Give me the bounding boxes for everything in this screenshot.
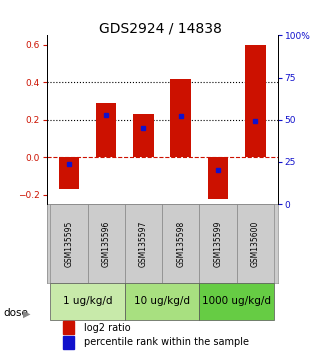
Text: log2 ratio: log2 ratio xyxy=(83,323,130,333)
Text: GSM135596: GSM135596 xyxy=(102,221,111,267)
Bar xyxy=(96,103,117,157)
Text: 1000 ug/kg/d: 1000 ug/kg/d xyxy=(202,296,271,306)
Text: 10 ug/kg/d: 10 ug/kg/d xyxy=(134,296,190,306)
Bar xyxy=(125,204,162,283)
Text: percentile rank within the sample: percentile rank within the sample xyxy=(83,337,248,347)
Text: ▶: ▶ xyxy=(23,308,30,318)
Bar xyxy=(50,283,125,320)
Bar xyxy=(237,204,274,283)
Text: GSM135595: GSM135595 xyxy=(65,221,74,267)
Text: GSM135600: GSM135600 xyxy=(251,221,260,267)
Bar xyxy=(59,157,79,189)
Text: GSM135597: GSM135597 xyxy=(139,221,148,267)
Bar xyxy=(125,283,199,320)
Bar xyxy=(199,204,237,283)
Text: GSM135598: GSM135598 xyxy=(176,221,185,267)
Bar xyxy=(63,321,74,335)
Text: GDS2924 / 14838: GDS2924 / 14838 xyxy=(99,21,222,35)
Bar xyxy=(170,79,191,157)
Bar xyxy=(199,283,274,320)
Text: 1 ug/kg/d: 1 ug/kg/d xyxy=(63,296,112,306)
Bar xyxy=(50,204,88,283)
Bar xyxy=(208,157,228,199)
Bar xyxy=(162,204,199,283)
Bar xyxy=(133,114,154,157)
Text: GSM135599: GSM135599 xyxy=(213,221,222,267)
Text: dose: dose xyxy=(3,308,28,318)
Bar xyxy=(63,336,74,349)
Bar xyxy=(88,204,125,283)
Bar xyxy=(245,45,265,157)
